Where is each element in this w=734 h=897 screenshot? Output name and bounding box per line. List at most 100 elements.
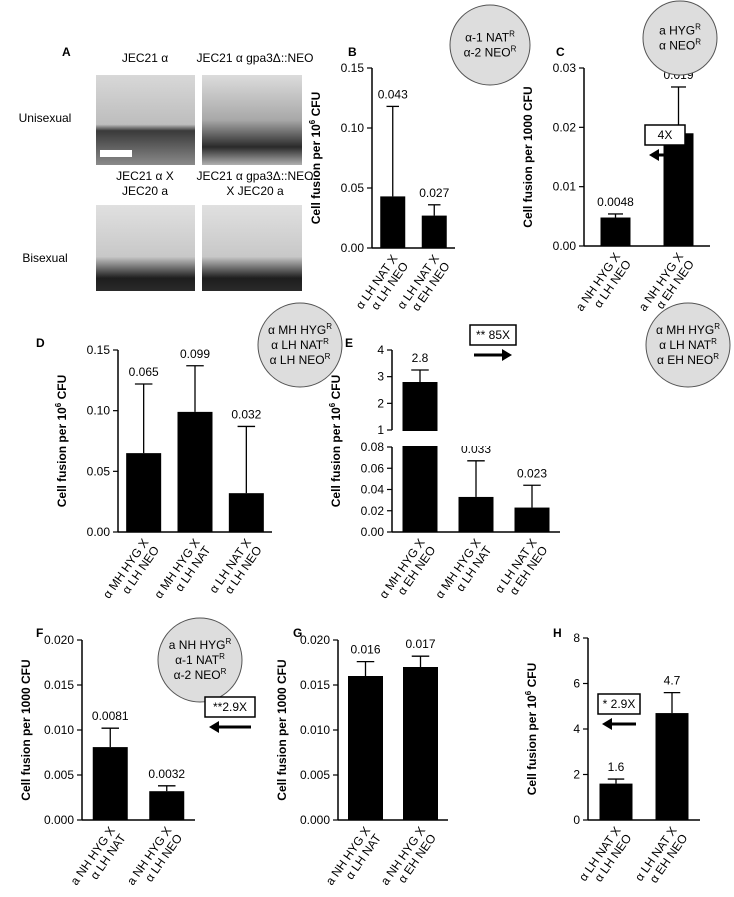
legend-line: α LH NATR [659,337,717,352]
legend-line: α EH NEOR [657,352,719,367]
bar [149,791,185,820]
axis-break-gap [390,431,562,446]
value-label: 0.0081 [92,709,129,723]
callout-box [469,324,517,346]
category-label: α MH HYG Xα LH NAT [432,536,494,601]
image-title: JEC21 α gpa3Δ::NEO [196,169,313,183]
callout-text: * 2.9X [603,697,636,711]
legend-line: α-2 NEOR [174,667,227,682]
y-tick-label: 0.015 [300,678,330,692]
panel-letter: C [556,45,565,59]
value-label: 0.027 [419,186,449,200]
panel-letter: E [345,336,353,350]
legend-text: α NEO [659,39,695,53]
legend-circle [642,0,718,76]
category-label: a NH HYG Xα EH NEO [378,824,439,888]
y-tick-label: 0.00 [553,239,577,253]
category-label: α LH NAT Xα LH NEO [206,536,264,597]
value-label: 0.016 [350,643,380,657]
y-axis-label: Cell fusion per 1000 CFU [19,659,33,800]
y-tick-label: 0.08 [361,440,385,454]
y-axis-label-part: 6 [524,690,533,695]
y-tick-label: 0.005 [300,768,330,782]
callout-text: 4X [658,128,673,142]
y-axis-label: Cell fusion per 106 CFU [308,92,323,224]
panel-letter: H [553,626,562,640]
y-tick-label: 0.00 [341,241,365,255]
image-title: X JEC20 a [226,184,284,198]
legend-sup: R [695,38,701,47]
legend-text: α LH NAT [271,338,324,352]
y-axis-label-part: Cell fusion per 10 [55,407,69,507]
value-label: 1.6 [608,760,625,774]
callout-box [204,696,256,718]
legend-line: α MH HYGR [268,322,332,337]
y-axis-label: Cell fusion per 106 CFU [524,663,539,795]
category-label: α LH NAT Xα LH NEO [576,824,634,885]
legend-sup: R [711,337,717,346]
y-tick-label: 0 [573,813,580,827]
bar [458,496,494,532]
callout-box [597,693,641,715]
y-tick-label: 0.02 [553,120,577,134]
bar [403,667,438,820]
panel-letter: D [36,336,45,350]
value-label: 0.0032 [148,767,185,781]
image-bisexual-gpa3 [202,205,302,291]
y-axis-label: Cell fusion per 106 CFU [54,375,69,507]
y-axis-label-part: Cell fusion per 10 [525,695,539,795]
category-label: α MH HYG Xα LH NAT [151,536,213,601]
legend-sup: R [219,652,225,661]
category-label: a NH HYG Xα LH NAT [323,824,385,888]
panel-letter: G [293,626,302,640]
value-label: 0.0048 [597,195,634,209]
legend-sup: R [714,322,720,331]
image-bisexual-wt [96,205,195,291]
bar [126,453,162,532]
legend-text: α-1 NAT [465,31,510,45]
y-tick-label: 0.15 [341,61,365,75]
legend-line: α-2 NEOR [464,45,517,60]
bar [600,217,631,246]
value-label: 0.099 [180,347,210,361]
image-title: JEC21 α X [116,169,174,183]
y-tick-label: 0.05 [341,181,365,195]
category-label: α MH HYG Xα LH NEO [100,536,162,601]
legend-sup: R [325,352,331,361]
category-label: a NH HYG Xα LH NAT [68,824,130,888]
callout-arrowhead [209,721,219,733]
y-axis-label-part: Cell fusion per 1000 CFU [521,86,535,227]
y-tick-label: 0.010 [300,723,330,737]
category-label: α LH NAT Xα EH NEO [492,536,550,598]
legend-text: α MH HYG [656,323,714,337]
value-label: 0.032 [231,407,261,421]
legend-line: α NEOR [659,38,701,53]
y-tick-label: 0.020 [44,633,74,647]
y-tick-label: 0.10 [341,121,365,135]
legend-line: a HYGR [659,23,701,38]
y-tick-label: 0.00 [361,525,385,539]
bar [421,215,447,248]
legend-sup: R [695,23,701,32]
y-tick-label: 0.03 [553,61,577,75]
y-axis-label-part: CFU [55,375,69,403]
legend-text: α EH NEO [657,353,713,367]
bar [228,493,264,532]
y-axis-label: Cell fusion per 1000 CFU [521,86,535,227]
legend-text: a HYG [659,24,695,38]
y-tick-label: 0.01 [553,180,577,194]
value-label: 0.017 [405,637,435,651]
legend-text: α-2 NEO [464,46,511,60]
legend-sup: R [713,352,719,361]
bar [514,507,550,532]
callout-box [644,124,686,146]
y-tick-label: 0.015 [44,678,74,692]
y-tick-label: 4 [573,722,580,736]
y-tick-label: 6 [573,677,580,691]
row-label: Bisexual [22,251,67,265]
y-tick-label: 0.000 [44,813,74,827]
image-title: JEC20 a [122,184,168,198]
legend-sup: R [225,637,231,646]
y-tick-label: 0.06 [361,461,385,475]
y-tick-label: 0.005 [44,768,74,782]
